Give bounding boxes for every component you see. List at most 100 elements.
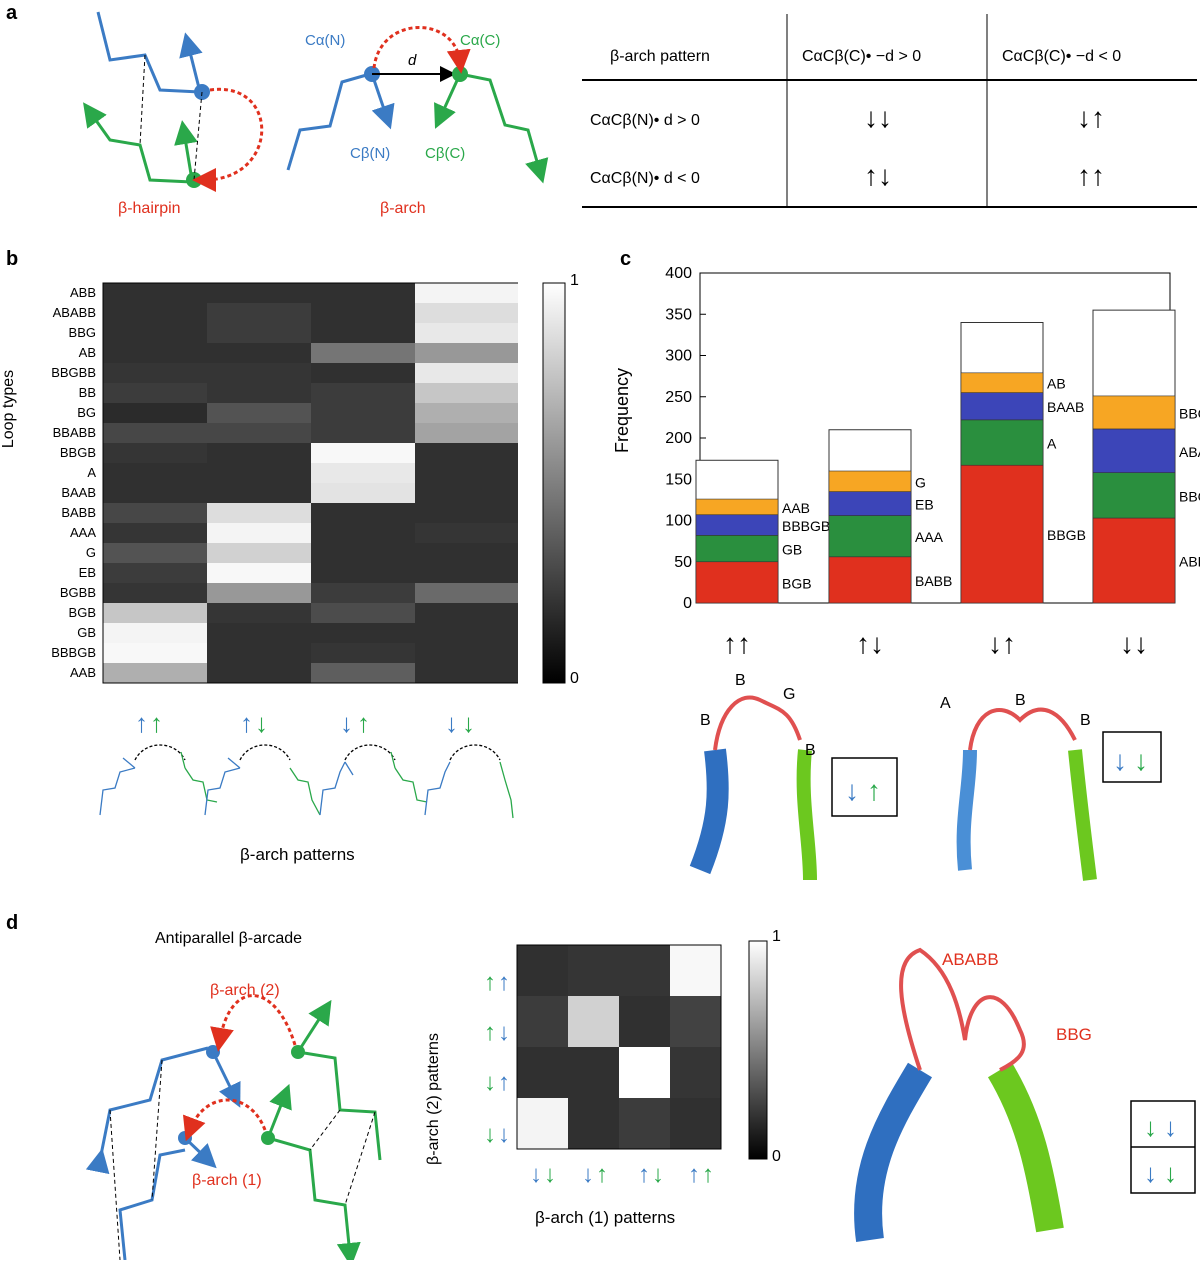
d-heat-cell — [619, 996, 671, 1048]
c-segment-label: ABABB — [1179, 444, 1200, 460]
b-heat-cell — [103, 583, 207, 604]
b-heat-cell — [415, 603, 518, 624]
c-left-res-2: B — [735, 672, 746, 689]
svg-text:↓: ↓ — [498, 1019, 510, 1046]
c-segment-label: BBGB — [1047, 527, 1086, 543]
d-vector-label: d — [408, 52, 417, 69]
svg-text:↑: ↑ — [498, 1069, 510, 1096]
b-heat-cell — [103, 343, 207, 364]
svg-text:↑: ↑ — [135, 708, 148, 738]
panel-label-a: a — [6, 2, 18, 24]
panel-label-c: c — [620, 248, 632, 270]
b-heat-cell — [207, 623, 311, 644]
b-heat-cell — [415, 543, 518, 564]
b-heat-cell — [415, 643, 518, 664]
c-ytick-label: 200 — [665, 430, 692, 447]
svg-text:↑: ↑ — [498, 969, 510, 996]
c-segment-label: BBG — [1179, 488, 1200, 504]
svg-text:↓: ↓ — [1134, 745, 1148, 776]
b-row-label: ABB — [69, 285, 96, 300]
c-ytick-label: 50 — [674, 554, 692, 571]
d-title: Antiparallel β-arcade — [155, 930, 303, 947]
cb-n-label: Cβ(N) — [350, 145, 391, 162]
d-heat-cell — [670, 1098, 722, 1150]
d-heat-cell — [670, 996, 722, 1048]
b-heat-cell — [415, 623, 518, 644]
b-heat-cell — [103, 543, 207, 564]
b-heat-cell — [103, 283, 207, 304]
b-heat-frame — [102, 282, 518, 684]
c-segment-label: ABB — [1179, 554, 1200, 570]
b-heat-cell — [311, 323, 415, 344]
b-heat-cell — [311, 623, 415, 644]
b-heat-cell — [207, 343, 311, 364]
b-row-label: G — [85, 545, 96, 560]
c-bar-segment — [695, 535, 779, 563]
b-row-label: BGB — [68, 605, 96, 620]
b-heat-cell — [207, 543, 311, 564]
b-heat-cell — [207, 463, 311, 484]
b-heat-cell — [415, 583, 518, 604]
c-bar-segment — [1092, 472, 1176, 519]
c-bar-segment — [828, 556, 912, 604]
d-heat-cell — [670, 1047, 722, 1099]
b-pattern-icons: ↑ ↑ ↑ ↓ ↓ ↑ ↓ ↓ — [99, 708, 514, 819]
b-row-label: AB — [78, 345, 96, 360]
c-structures: ↓ ↑ ↓ ↓ — [689, 695, 1162, 881]
c-bar-segment — [695, 514, 779, 536]
panel-label-d: d — [6, 912, 19, 934]
svg-text:↓: ↓ — [1164, 1112, 1177, 1142]
ca-n-label: Cα(N) — [305, 32, 346, 49]
b-heat-cell — [207, 483, 311, 504]
b-heat-cell — [415, 463, 518, 484]
b-heat-cell — [415, 443, 518, 464]
b-heat-cell — [207, 503, 311, 524]
svg-text:↑: ↑ — [357, 708, 370, 738]
svg-text:↓: ↓ — [1144, 1112, 1157, 1142]
table-row1: CαCβ(N)• d > 0 — [590, 112, 700, 129]
c-segment-label: BBGBB — [1179, 405, 1200, 421]
b-heat-cell — [311, 443, 415, 464]
b-heat-cell — [103, 463, 207, 484]
c-left-res-1: B — [700, 712, 711, 729]
b-heat-cell — [207, 663, 311, 684]
cell-r2c1: ↑↓ — [864, 160, 892, 191]
b-heat-cell — [415, 423, 518, 444]
b-heat-cell — [103, 603, 207, 624]
d-structure — [854, 947, 1064, 1242]
panel-a-diagrams — [83, 11, 549, 192]
svg-text:↓: ↓ — [484, 1121, 496, 1148]
svg-text:↓: ↓ — [1164, 1158, 1177, 1188]
b-heat-cell — [207, 643, 311, 664]
b-heat-cell — [311, 383, 415, 404]
b-heat-cell — [207, 303, 311, 324]
b-heat-cell — [207, 403, 311, 424]
svg-text:↓: ↓ — [1144, 1158, 1157, 1188]
b-row-label: AAB — [69, 665, 96, 680]
cell-r1c2: ↓↑ — [1077, 102, 1105, 133]
b-heat-cell — [103, 503, 207, 524]
c-category-label: ↑↑ — [723, 628, 751, 659]
b-heat-cell — [311, 423, 415, 444]
c-segment-label: BGB — [782, 575, 812, 591]
svg-text:↓: ↓ — [340, 708, 353, 738]
svg-text:↑: ↑ — [702, 1161, 714, 1188]
b-heat-cell — [311, 303, 415, 324]
b-heat-cell — [415, 303, 518, 324]
c-segment-label: GB — [782, 542, 802, 558]
c-category-label: ↓↑ — [988, 628, 1016, 659]
b-heat-cell — [207, 603, 311, 624]
c-bar-segment — [828, 515, 912, 558]
d-x-pattern-icons: ↓ ↓ ↓ ↑ ↑ ↓ ↑ ↑ — [530, 1161, 714, 1188]
b-heat-cell — [311, 643, 415, 664]
b-heat-cell — [103, 363, 207, 384]
svg-text:↑: ↑ — [867, 775, 881, 806]
c-segment-label: EB — [915, 497, 934, 513]
b-heat-cell — [415, 563, 518, 584]
table-col2: CαCβ(C)• −d < 0 — [1002, 48, 1122, 65]
c-segment-label: BBBGB — [782, 518, 830, 534]
c-ylabel: Frequency — [612, 367, 633, 454]
b-heat-cell — [415, 503, 518, 524]
c-ytick-label: 0 — [683, 595, 692, 612]
c-bar-segment — [960, 464, 1044, 604]
